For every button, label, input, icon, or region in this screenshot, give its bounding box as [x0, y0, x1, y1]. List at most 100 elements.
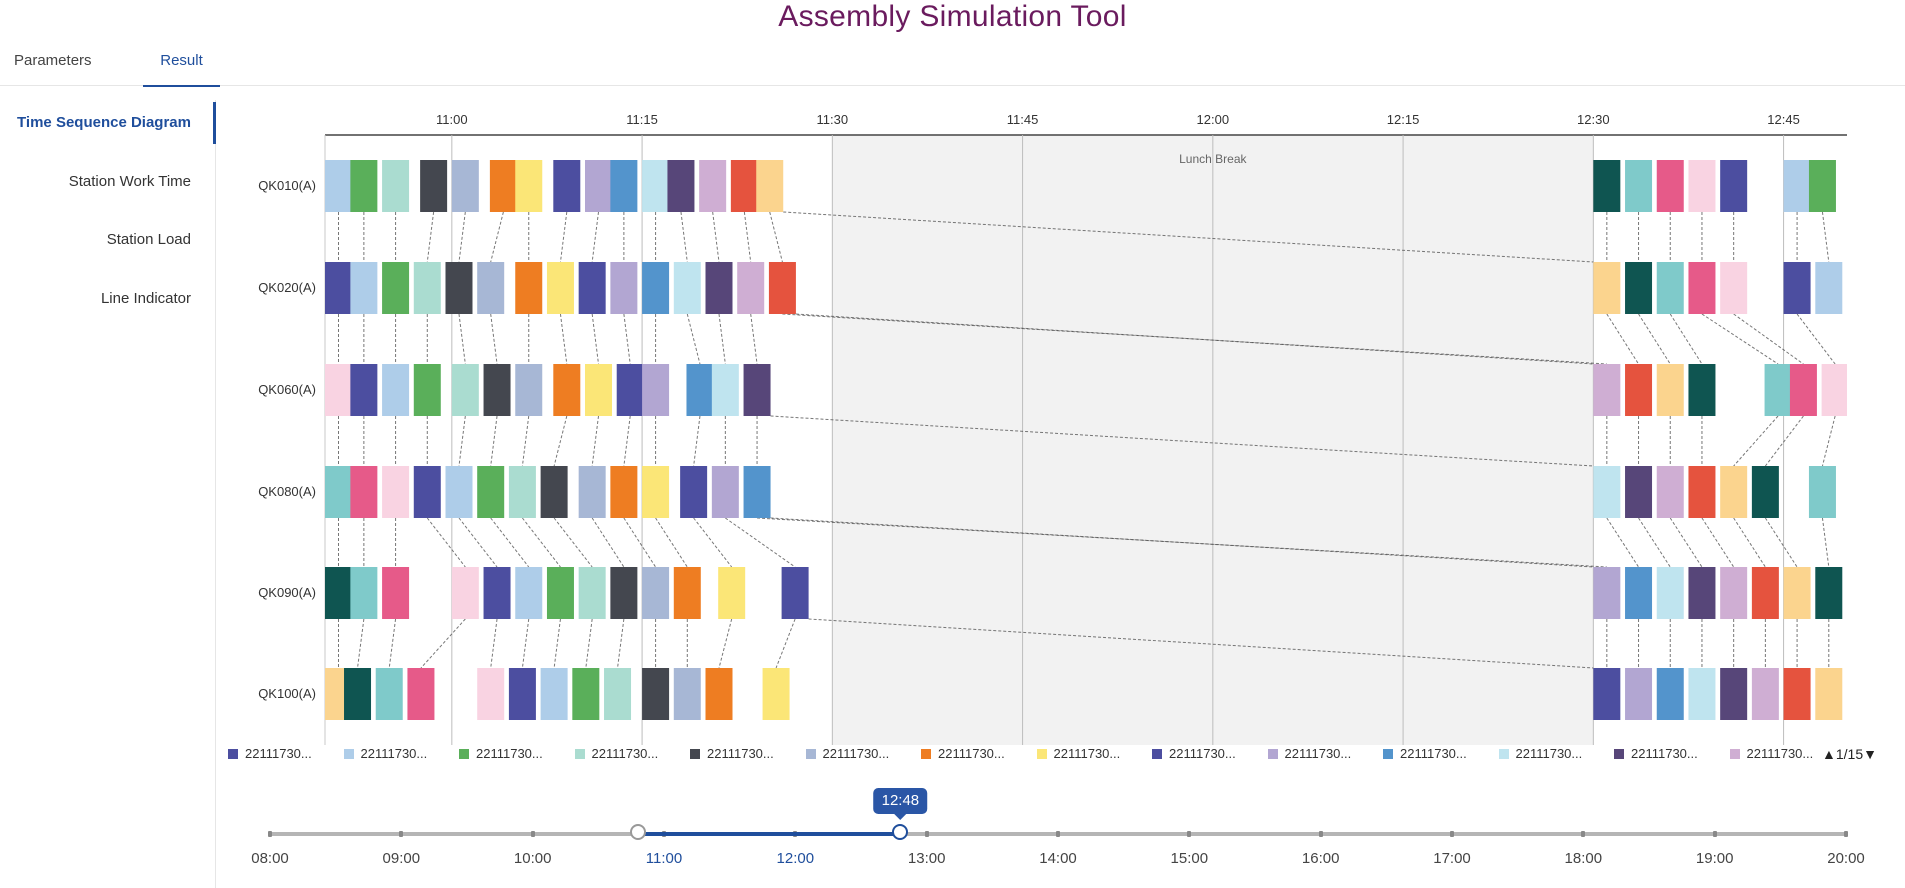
legend-label: 22111730...: [1515, 746, 1583, 761]
task-flow-connector: [490, 313, 498, 365]
legend-prev-page-icon[interactable]: ▲: [1822, 746, 1836, 762]
legend-item[interactable]: 22111730...: [805, 746, 890, 761]
station-label: QK090(A): [258, 585, 316, 600]
legend-label: 22111730...: [822, 746, 890, 761]
slider-selected-range[interactable]: [637, 832, 901, 836]
sidebar-item-line-indicator[interactable]: Line Indicator: [100, 290, 191, 307]
task-bar: [1593, 567, 1621, 619]
tab-parameters[interactable]: Parameters: [14, 52, 92, 69]
task-bar: [1821, 364, 1847, 416]
sidebar-item-station-work-time[interactable]: Station Work Time: [68, 173, 191, 190]
legend-item[interactable]: 22111730...: [1729, 746, 1813, 761]
task-flow-connector: [1733, 313, 1804, 365]
task-bar: [743, 364, 771, 416]
task-bar: [413, 262, 441, 314]
task-flow-connector: [426, 211, 435, 263]
task-bar: [673, 668, 701, 720]
task-bar: [1808, 160, 1836, 212]
tab-bar: Parameters Result: [0, 48, 1905, 87]
task-bar: [382, 364, 410, 416]
task-bar: [610, 262, 638, 314]
task-bar: [610, 160, 638, 212]
task-bar: [1688, 668, 1716, 720]
legend-item[interactable]: 22111730...: [1383, 746, 1467, 761]
task-bar: [1751, 567, 1779, 619]
task-bar: [1656, 364, 1684, 416]
legend-item[interactable]: 22111730...: [1267, 746, 1351, 761]
legend-swatch: [574, 749, 585, 759]
task-flow-connector: [420, 618, 466, 669]
task-bar: [451, 364, 479, 416]
task-bar: [1656, 160, 1684, 212]
legend-item[interactable]: 22111730...: [1152, 746, 1236, 761]
slider-time-label: 17:00: [1433, 850, 1471, 867]
task-flow-connector: [655, 517, 688, 568]
legend-item[interactable]: 22111730...: [1614, 746, 1698, 761]
task-bar: [483, 567, 511, 619]
legend-swatch: [1498, 749, 1509, 759]
task-bar: [407, 668, 435, 720]
task-flow-connector: [623, 517, 657, 568]
task-flow-connector: [775, 618, 796, 669]
task-bar: [350, 160, 378, 212]
sidebar: Time Sequence Diagram Station Work Time …: [0, 100, 216, 888]
task-flow-connector: [521, 618, 530, 669]
legend-item[interactable]: 22111730...: [228, 746, 312, 761]
task-flow-connector: [686, 313, 701, 365]
task-bar: [413, 364, 441, 416]
task-bar: [642, 364, 670, 416]
break-flow-connector: [795, 313, 1594, 365]
task-flow-connector: [559, 313, 568, 365]
task-bar: [585, 160, 613, 212]
task-bar: [1625, 364, 1653, 416]
task-bar: [616, 364, 644, 416]
task-bar: [1815, 262, 1843, 314]
x-tick-label: 12:45: [1767, 112, 1800, 127]
legend-item[interactable]: 22111730...: [459, 746, 543, 761]
task-bar: [1625, 160, 1653, 212]
task-bar: [1783, 160, 1811, 212]
slider-time-label: 12:00: [776, 850, 815, 867]
task-bar: [1593, 160, 1621, 212]
sidebar-item-station-load[interactable]: Station Load: [106, 231, 191, 248]
legend-item[interactable]: 22111730...: [1036, 746, 1121, 761]
legend-item[interactable]: 22111730...: [574, 746, 658, 761]
task-bar: [483, 364, 511, 416]
task-flow-connector: [1606, 517, 1639, 568]
slider-end-handle[interactable]: [892, 824, 909, 840]
slider-time-label: 09:00: [382, 850, 421, 867]
legend-label: 22111730...: [360, 746, 428, 761]
legend-label: 22111730...: [245, 746, 312, 761]
task-bar: [578, 262, 606, 314]
slider-tick: [1450, 831, 1454, 837]
task-bar: [730, 160, 758, 212]
task-bar: [1688, 567, 1716, 619]
task-bar: [1656, 262, 1684, 314]
task-bar: [699, 160, 727, 212]
task-flow-connector: [585, 618, 593, 669]
active-nav-indicator: [213, 102, 216, 144]
task-bar: [578, 567, 606, 619]
task-bar: [515, 262, 543, 314]
x-tick-label: 12:30: [1577, 112, 1610, 127]
legend-item[interactable]: 22111730...: [921, 746, 1005, 761]
legend-label: 22111730...: [1053, 746, 1121, 761]
slider-tick: [1187, 831, 1192, 837]
task-bar: [1720, 466, 1748, 518]
legend-swatch: [459, 749, 469, 759]
legend-next-page-icon[interactable]: ▼: [1863, 746, 1877, 762]
task-flow-connector: [1796, 313, 1836, 365]
legend-item[interactable]: 22111730...: [690, 746, 774, 761]
sidebar-item-time-sequence-diagram[interactable]: Time Sequence Diagram: [17, 114, 191, 131]
legend-item[interactable]: 22111730...: [1498, 746, 1583, 761]
legend-pager: ▲1/15▼: [1822, 746, 1877, 762]
tab-result[interactable]: Result: [143, 52, 220, 87]
task-flow-connector: [458, 211, 466, 263]
legend-item[interactable]: 22111730...: [343, 746, 428, 761]
task-bar: [451, 567, 479, 619]
task-bar: [1783, 262, 1811, 314]
slider-start-handle[interactable]: [629, 824, 646, 840]
task-bar: [1751, 668, 1779, 720]
slider-tick: [1056, 831, 1060, 837]
task-flow-connector: [553, 517, 593, 568]
